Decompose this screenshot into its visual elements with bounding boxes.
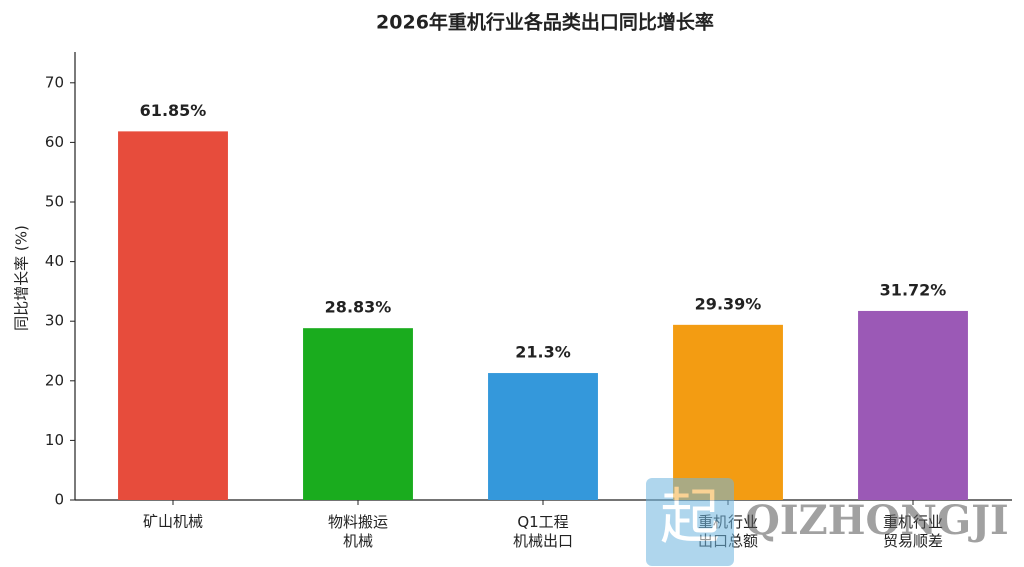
value-label: 28.83% [325, 298, 392, 317]
bar [673, 324, 783, 500]
y-tick-label: 30 [45, 312, 64, 330]
x-tick-label: 物料搬运机械 [328, 513, 388, 550]
bar [303, 328, 413, 500]
y-axis-label: 同比增长率 (%) [13, 225, 31, 331]
x-tick-label: Q1工程机械出口 [513, 513, 573, 550]
watermark: 起 QIZHONGJI [646, 478, 1009, 566]
watermark-icon-bg [646, 478, 734, 566]
value-label: 61.85% [140, 101, 207, 120]
y-tick-label: 70 [45, 73, 64, 91]
y-tick-label: 50 [45, 193, 64, 211]
y-tick-label: 0 [54, 491, 64, 509]
bar [488, 373, 598, 500]
y-tick-label: 40 [45, 252, 64, 270]
y-tick-label: 60 [45, 133, 64, 151]
y-tick-label: 20 [45, 371, 64, 389]
value-label: 21.3% [515, 343, 571, 362]
chart-title: 2026年重机行业各品类出口同比增长率 [376, 11, 714, 34]
y-tick-label: 10 [45, 431, 64, 449]
bar [858, 310, 968, 500]
x-tick-label: 重机行业贸易顺差 [883, 513, 943, 550]
value-label: 29.39% [695, 294, 762, 313]
x-tick-label: 矿山机械 [143, 513, 203, 531]
watermark-text: QIZHONGJI [745, 497, 1009, 544]
watermark-icon: 起 [660, 483, 720, 553]
bar [118, 131, 228, 500]
value-label: 31.72% [880, 280, 947, 299]
